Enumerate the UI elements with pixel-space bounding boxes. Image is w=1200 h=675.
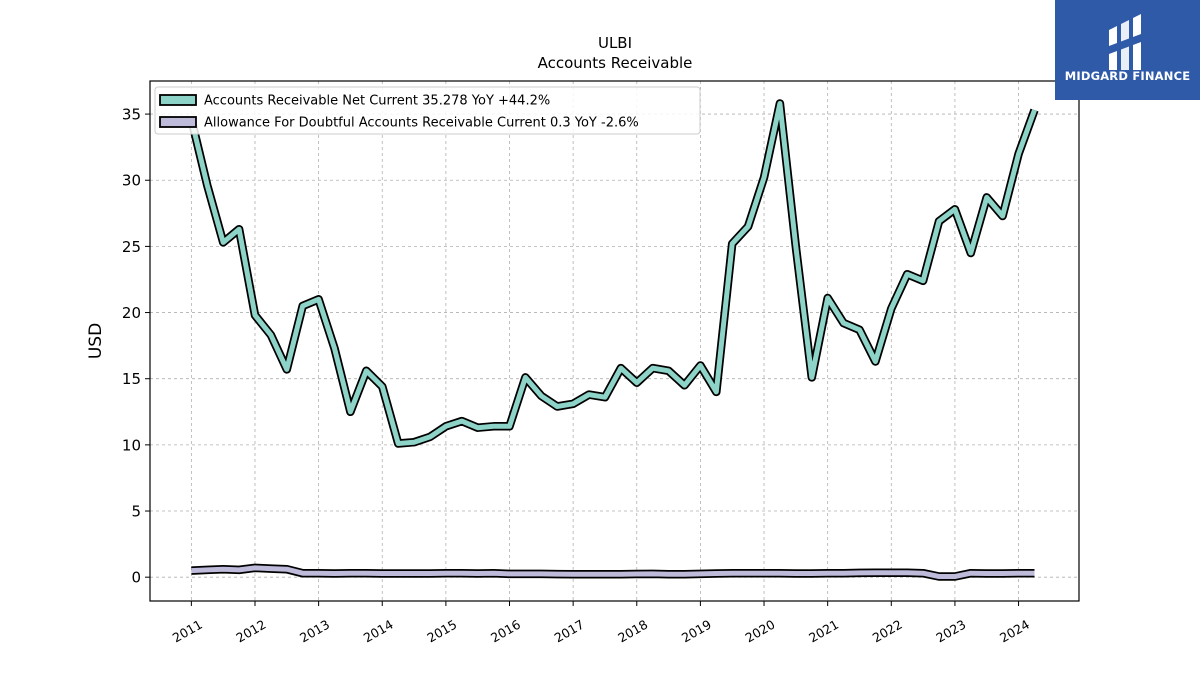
y-axis: 0 5 10 15 20 25 30 35 bbox=[122, 106, 150, 587]
y-tick-label: 25 bbox=[122, 238, 141, 256]
legend-label: Accounts Receivable Net Current 35.278 Y… bbox=[204, 94, 550, 109]
x-tick-label: 2015 bbox=[424, 617, 459, 646]
x-tick-label: 2014 bbox=[361, 617, 396, 646]
legend-swatch bbox=[159, 94, 197, 106]
x-tick-label: 2016 bbox=[488, 617, 523, 646]
x-tick-label: 2013 bbox=[297, 617, 332, 646]
x-tick-label: 2018 bbox=[615, 617, 650, 646]
y-tick-label: 35 bbox=[122, 106, 141, 124]
legend-label: Allowance For Doubtful Accounts Receivab… bbox=[204, 116, 639, 131]
chart-title: ULBI bbox=[598, 34, 632, 52]
legend-swatch bbox=[159, 116, 197, 128]
y-tick-label: 5 bbox=[131, 503, 141, 521]
series-line-allowance bbox=[191, 565, 1035, 579]
chart-subtitle: Accounts Receivable bbox=[538, 54, 693, 72]
y-tick-label: 15 bbox=[122, 370, 141, 388]
x-tick-label: 2020 bbox=[742, 617, 777, 646]
x-axis: 2011 2012 2013 2014 2015 2016 2017 2018 2019 2020… bbox=[170, 601, 1032, 646]
x-tick-label: 2017 bbox=[552, 617, 587, 646]
x-tick-label: 2012 bbox=[233, 617, 268, 646]
series-line-net-current bbox=[188, 101, 1037, 446]
plot-frame bbox=[149, 80, 1080, 602]
x-tick-label: 2011 bbox=[170, 617, 205, 646]
legend: Accounts Receivable Net Current 35.278 Y… bbox=[154, 86, 701, 135]
midgard-logo-icon bbox=[1109, 14, 1141, 70]
x-tick-label: 2019 bbox=[679, 617, 714, 646]
series-layer bbox=[187, 99, 1039, 581]
y-tick-label: 30 bbox=[122, 172, 141, 190]
legend-box bbox=[154, 86, 701, 135]
brand-name: MIDGARD FINANCE bbox=[1064, 69, 1191, 83]
y-axis-label: USD bbox=[86, 323, 106, 359]
midgard-finance-logo: MIDGARD FINANCE bbox=[1055, 0, 1200, 100]
grid-lines bbox=[150, 81, 1079, 601]
x-tick-label: 2021 bbox=[806, 617, 841, 646]
x-tick-label: 2024 bbox=[997, 617, 1032, 646]
y-tick-label: 20 bbox=[122, 304, 141, 322]
x-tick-label: 2022 bbox=[870, 617, 905, 646]
x-tick-label: 2023 bbox=[933, 617, 968, 646]
y-tick-label: 0 bbox=[131, 569, 141, 587]
y-tick-label: 10 bbox=[122, 436, 141, 454]
